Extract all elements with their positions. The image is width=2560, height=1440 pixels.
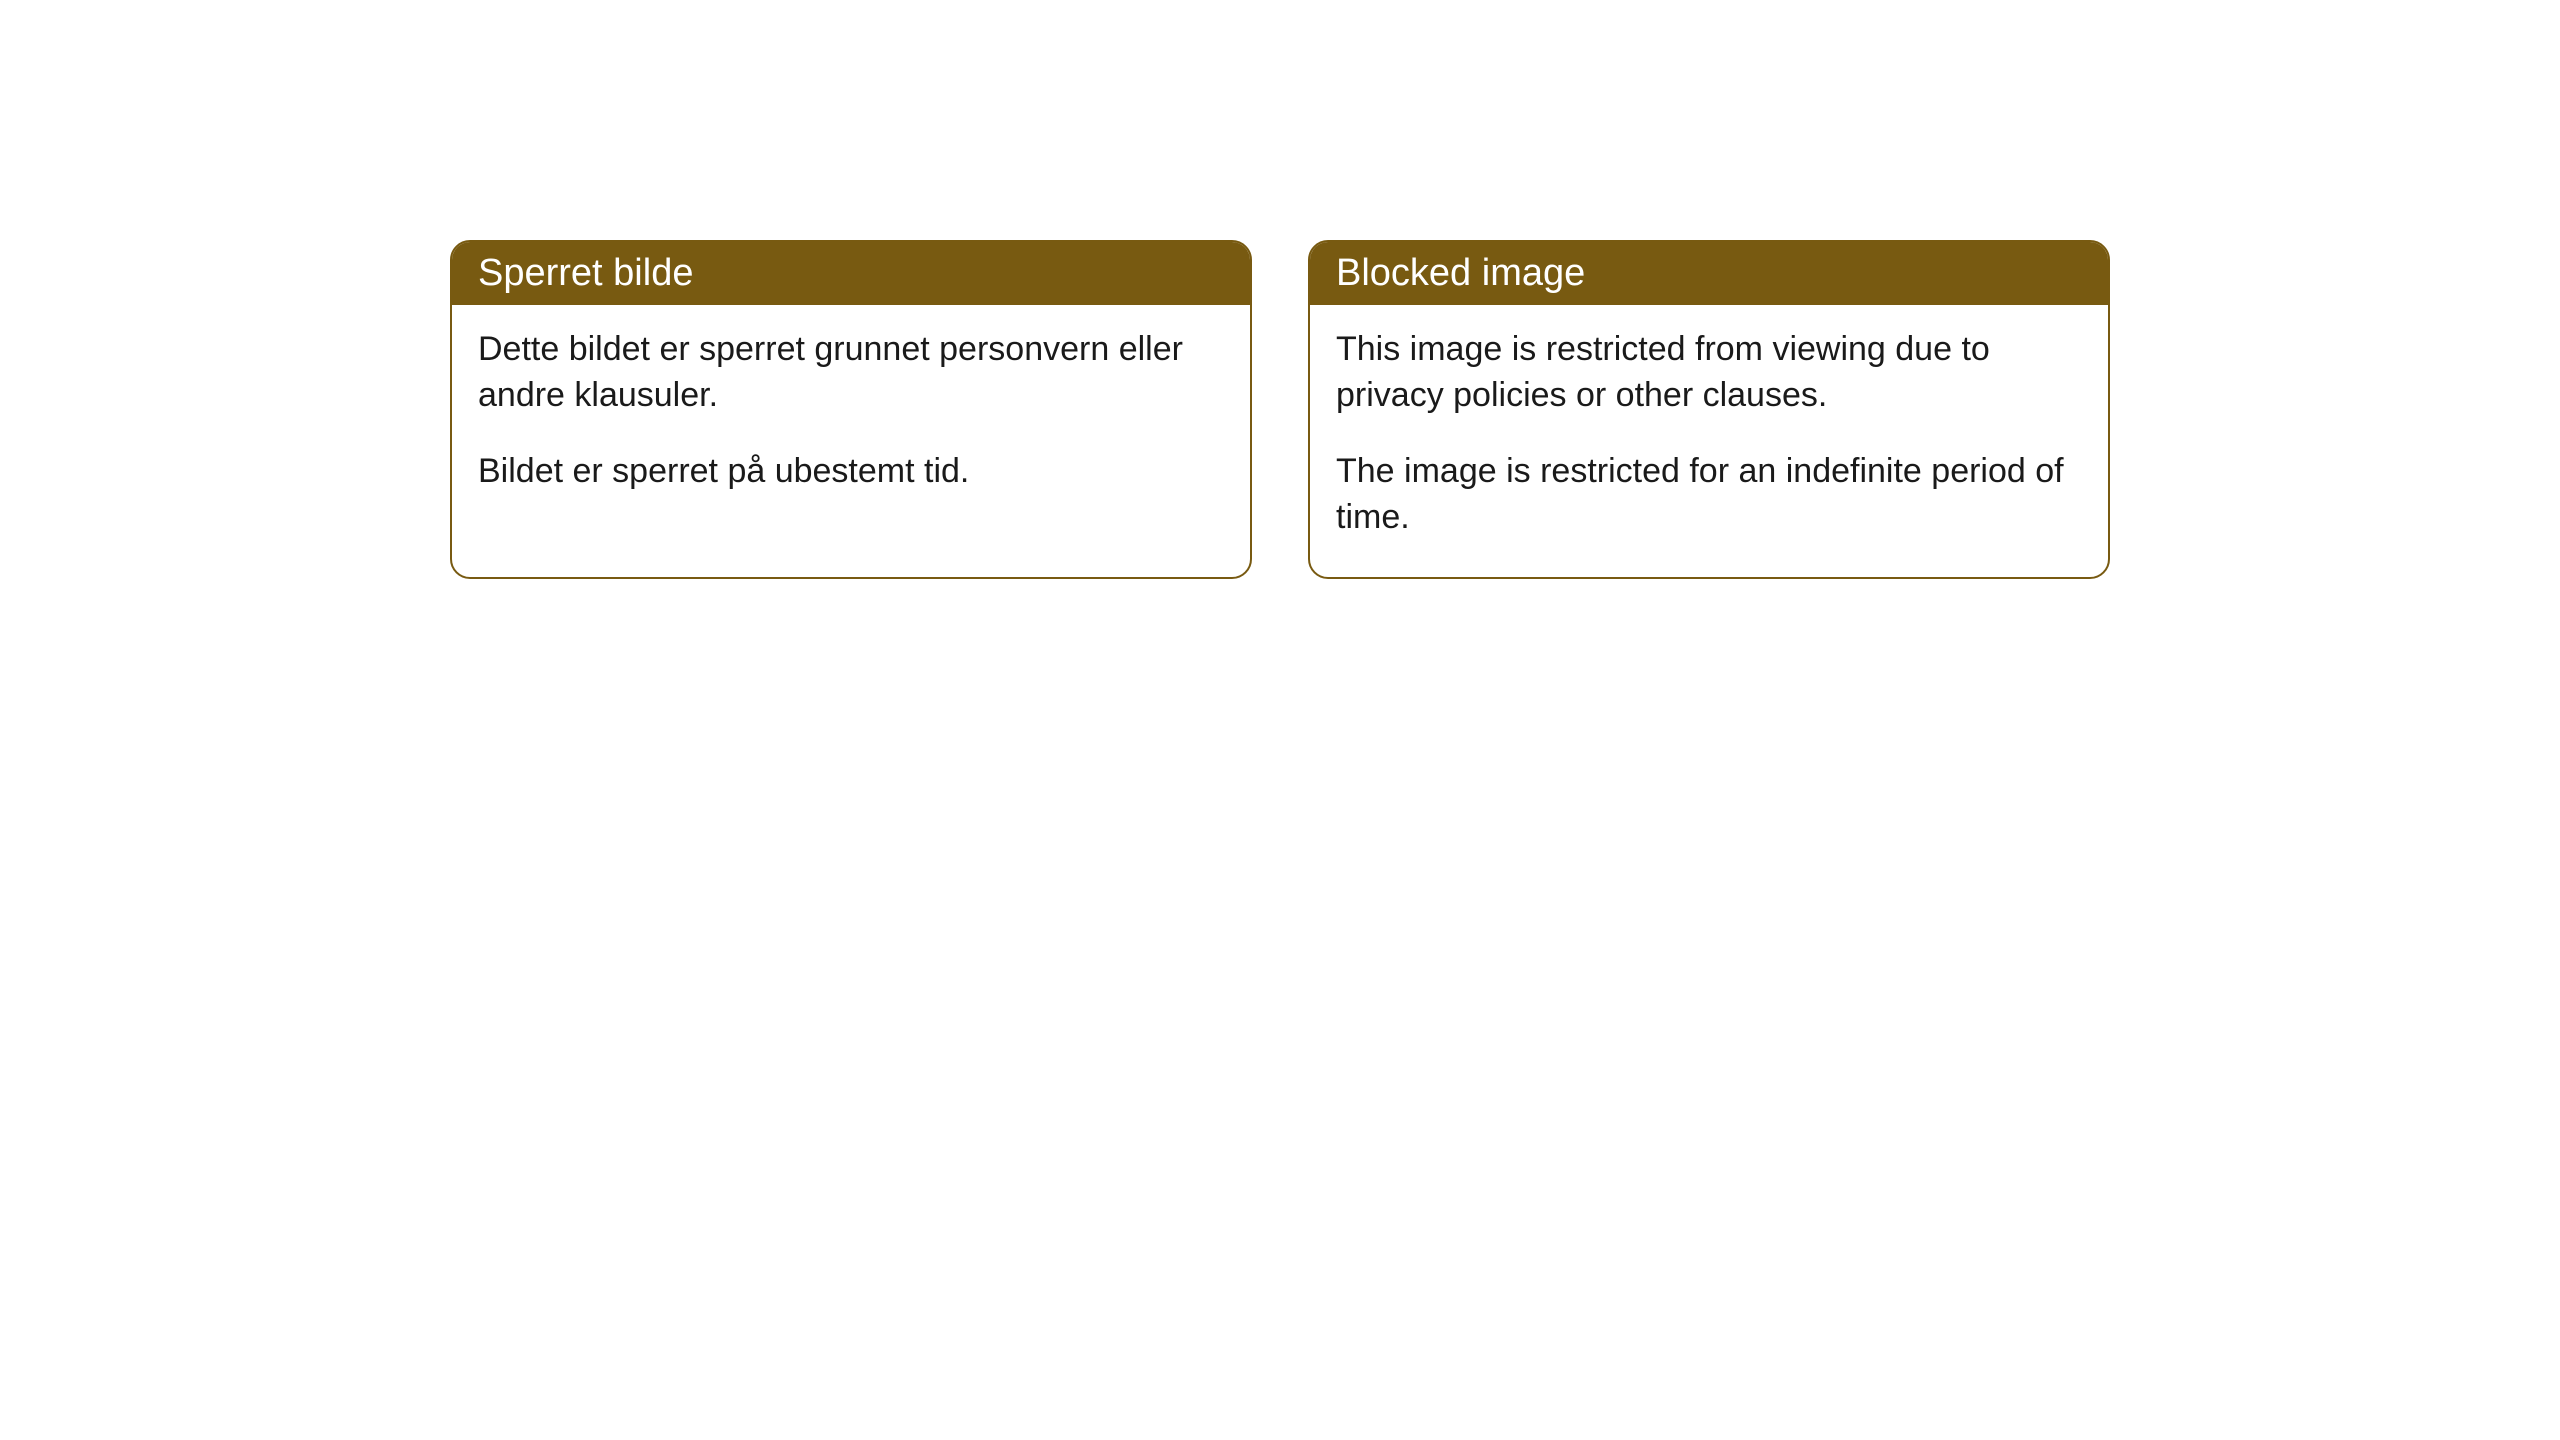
notice-paragraph: This image is restricted from viewing du… bbox=[1336, 327, 2082, 419]
notice-paragraph: Bildet er sperret på ubestemt tid. bbox=[478, 449, 1224, 495]
notice-paragraph: The image is restricted for an indefinit… bbox=[1336, 449, 2082, 541]
notice-card-norwegian: Sperret bilde Dette bildet er sperret gr… bbox=[450, 240, 1252, 579]
notice-paragraph: Dette bildet er sperret grunnet personve… bbox=[478, 327, 1224, 419]
notice-title: Sperret bilde bbox=[478, 252, 693, 294]
notice-card-english: Blocked image This image is restricted f… bbox=[1308, 240, 2110, 579]
notice-header: Sperret bilde bbox=[452, 242, 1250, 305]
notice-body: This image is restricted from viewing du… bbox=[1310, 305, 2108, 577]
notice-body: Dette bildet er sperret grunnet personve… bbox=[452, 305, 1250, 531]
notice-header: Blocked image bbox=[1310, 242, 2108, 305]
notices-container: Sperret bilde Dette bildet er sperret gr… bbox=[0, 0, 2560, 579]
notice-title: Blocked image bbox=[1336, 252, 1585, 294]
